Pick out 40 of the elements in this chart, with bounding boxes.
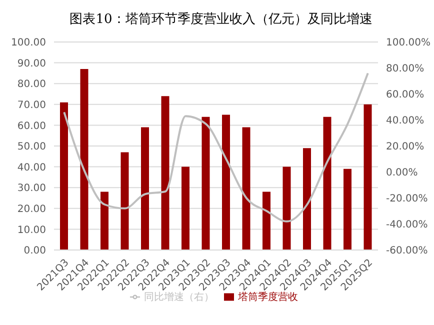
- y2-tick-label: -60.00%: [386, 246, 428, 257]
- y-tick-label: 10.00: [17, 224, 46, 236]
- bar: [364, 104, 372, 250]
- y2-tick-label: 80.00%: [386, 64, 424, 75]
- y-tick-label: 50.00: [17, 142, 46, 153]
- bar: [141, 127, 149, 250]
- y-tick-label: 60.00: [17, 120, 46, 132]
- y2-tick-label: 60.00%: [386, 90, 424, 101]
- bar: [182, 166, 190, 250]
- y-tick-label: 40.00: [17, 162, 46, 174]
- bar: [60, 102, 68, 250]
- y-tick-label: 70.00: [17, 100, 46, 111]
- y-tick-label: 100.00: [11, 38, 46, 49]
- bar: [222, 114, 230, 250]
- bar: [161, 96, 170, 250]
- bar: [80, 69, 88, 250]
- legend-label: 同比增速（右）: [144, 292, 214, 303]
- bar: [262, 192, 270, 250]
- bar: [303, 148, 311, 250]
- line-series: [63, 72, 369, 222]
- y-tick-label: 0.00: [24, 246, 46, 257]
- legend-label: 塔筒季度营收: [238, 292, 298, 303]
- bar: [100, 192, 108, 250]
- chart-title: 图表10：塔筒环节季度营业收入（亿元）及同比增速: [68, 11, 374, 29]
- y-tick-label: 90.00: [17, 58, 46, 70]
- y2-tick-label: 40.00%: [386, 116, 424, 127]
- y2-tick-label: -20.00%: [386, 194, 428, 205]
- bar: [120, 152, 129, 250]
- y2-tick-label: -40.00%: [386, 220, 428, 231]
- y-tick-label: 20.00: [17, 204, 46, 215]
- bar: [282, 166, 291, 250]
- y2-tick-label: 100.00%: [386, 38, 430, 49]
- y2-tick-label: 0.00%: [386, 168, 418, 179]
- bar: [344, 168, 352, 250]
- bar: [202, 116, 210, 250]
- bar: [242, 127, 250, 250]
- bar: [323, 116, 332, 250]
- y-tick-label: 30.00: [17, 183, 46, 194]
- y-tick-label: 80.00: [17, 79, 46, 90]
- y2-tick-label: 20.00%: [386, 142, 424, 153]
